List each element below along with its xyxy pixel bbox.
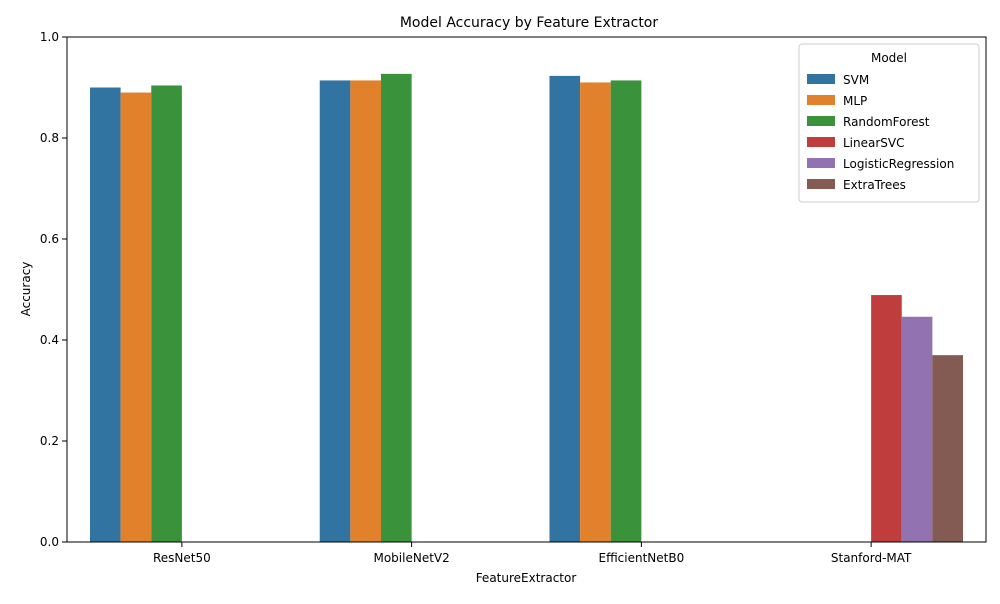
bar-RandomForest-MobileNetV2 (380, 73, 412, 543)
legend-swatch-SVM (807, 74, 835, 84)
bar-SVM-EfficientNetB0 (549, 75, 581, 542)
bar-RandomForest-ResNet50 (151, 85, 182, 542)
bar-SVM-ResNet50 (89, 87, 121, 542)
legend-swatch-MLP (807, 95, 835, 105)
x-axis-label: FeatureExtractor (476, 571, 577, 585)
bar-ExtraTrees-Stanford-MAT (932, 355, 964, 542)
legend-label-SVM: SVM (843, 73, 869, 87)
legend-title: Model (871, 51, 907, 65)
bar-LinearSVC-Stanford-MAT (871, 295, 902, 542)
legend-label-MLP: MLP (843, 94, 867, 108)
y-tick-label: 0.6 (40, 232, 59, 246)
y-tick-label: 0.2 (40, 434, 59, 448)
x-tick-label: ResNet50 (153, 551, 211, 565)
plot-area (89, 73, 964, 543)
y-tick-label: 0.8 (40, 131, 59, 145)
bar-MLP-ResNet50 (120, 92, 152, 543)
legend-swatch-LogisticRegression (807, 158, 835, 168)
plot-frame (66, 36, 987, 543)
chart-title: Model Accuracy by Feature Extractor (400, 15, 659, 31)
y-tick-label: 0.0 (40, 535, 59, 549)
legend-label-LogisticRegression: LogisticRegression (843, 157, 954, 171)
x-tick-label: Stanford-MAT (831, 551, 912, 565)
y-axis: 0.0 0.2 0.4 0.6 0.8 1.0 (40, 30, 67, 549)
legend-swatch-LinearSVC (807, 137, 835, 147)
legend-label-LinearSVC: LinearSVC (843, 136, 905, 150)
y-tick-label: 1.0 (40, 30, 59, 44)
legend-box (798, 43, 980, 203)
bar-RandomForest-EfficientNetB0 (610, 80, 642, 543)
legend-swatch-RandomForest (807, 116, 835, 126)
bar-LogisticRegression-Stanford-MAT (901, 316, 933, 542)
bar-MLP-EfficientNetB0 (580, 82, 611, 542)
x-axis: ResNet50 MobileNetV2 EfficientNetB0 Stanfor… (153, 542, 912, 565)
legend-swatch-ExtraTrees (807, 179, 835, 189)
x-tick-label: MobileNetV2 (373, 551, 449, 565)
x-tick-label: EfficientNetB0 (599, 551, 685, 565)
legend-label-ExtraTrees: ExtraTrees (843, 178, 906, 192)
y-tick-label: 0.4 (40, 333, 59, 347)
y-axis-label: Accuracy (19, 262, 33, 317)
legend-label-RandomForest: RandomForest (843, 115, 930, 129)
bar-MLP-MobileNetV2 (350, 80, 381, 543)
bar-SVM-MobileNetV2 (319, 80, 351, 543)
